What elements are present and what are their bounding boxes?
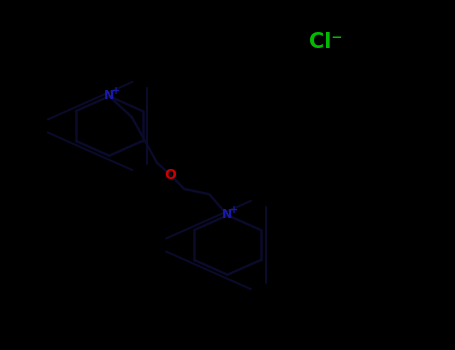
Text: N: N xyxy=(222,208,233,221)
Text: +: + xyxy=(230,205,238,215)
Text: +: + xyxy=(112,86,120,96)
Text: Cl⁻: Cl⁻ xyxy=(309,32,343,52)
Text: N: N xyxy=(104,89,114,102)
Text: O: O xyxy=(165,168,177,182)
